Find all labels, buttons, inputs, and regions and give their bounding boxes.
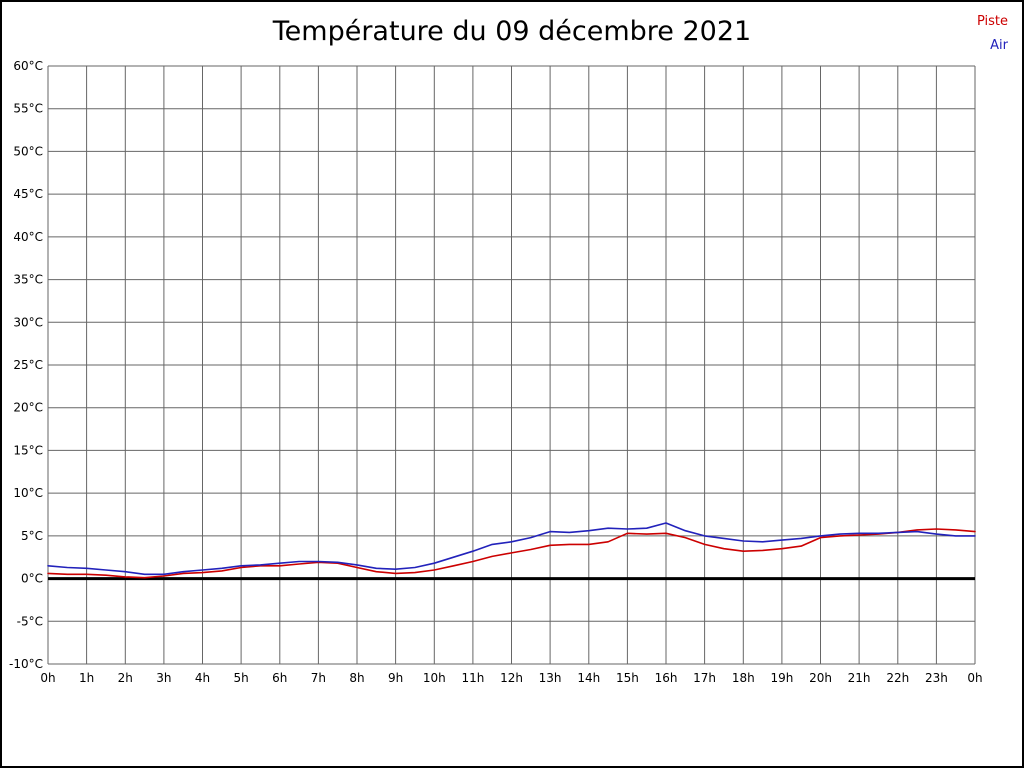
legend-item-air: Air <box>990 38 1008 53</box>
series-line-piste <box>47 528 976 579</box>
y-axis-tick-label: 0°C <box>21 572 43 586</box>
y-axis-tick-label: 50°C <box>13 144 43 158</box>
y-axis-tick-label: 45°C <box>13 187 43 201</box>
y-axis-tick-label: 20°C <box>13 401 43 415</box>
y-axis-tick-label: 25°C <box>13 358 43 372</box>
x-axis-tick-label: 3h <box>156 671 171 685</box>
x-axis-tick-label: 1h <box>79 671 94 685</box>
x-axis-tick-label: 0h <box>40 671 55 685</box>
x-axis-tick-label: 8h <box>349 671 364 685</box>
x-axis-tick-label: 6h <box>272 671 287 685</box>
y-axis-tick-label: 15°C <box>13 443 43 457</box>
y-axis-tick-label: 30°C <box>13 315 43 329</box>
y-axis-tick-label: -10°C <box>9 657 43 671</box>
x-axis-tick-label: 11h <box>461 671 484 685</box>
chart-title: Température du 09 décembre 2021 <box>272 16 752 47</box>
x-axis-tick-label: 5h <box>233 671 248 685</box>
y-axis-tick-label: 60°C <box>13 59 43 73</box>
x-axis-tick-label: 9h <box>388 671 403 685</box>
x-axis-tick-label: 23h <box>925 671 948 685</box>
legend: Piste Air <box>977 10 1008 58</box>
x-axis-tick-label: 15h <box>616 671 639 685</box>
y-axis-tick-label: 5°C <box>21 529 43 543</box>
x-axis-tick-label: 14h <box>577 671 600 685</box>
x-axis-tick-label: 0h <box>967 671 982 685</box>
x-axis-tick-label: 19h <box>770 671 793 685</box>
y-axis-tick-label: 10°C <box>13 486 43 500</box>
y-axis-tick-label: -5°C <box>17 614 43 628</box>
series-line-air <box>47 522 976 576</box>
x-axis-tick-label: 22h <box>886 671 909 685</box>
x-axis-tick-label: 12h <box>500 671 523 685</box>
x-axis-tick-label: 7h <box>311 671 326 685</box>
x-axis-tick-label: 21h <box>848 671 871 685</box>
x-axis-tick-label: 17h <box>693 671 716 685</box>
y-axis-tick-label: 40°C <box>13 230 43 244</box>
x-axis-tick-label: 16h <box>655 671 678 685</box>
y-axis-tick-label: 55°C <box>13 102 43 116</box>
x-axis-tick-label: 18h <box>732 671 755 685</box>
x-axis-tick-label: 4h <box>195 671 210 685</box>
legend-item-piste: Piste <box>976 14 1008 29</box>
x-axis-tick-label: 2h <box>118 671 133 685</box>
x-axis-tick-label: 13h <box>539 671 562 685</box>
x-axis-tick-label: 20h <box>809 671 832 685</box>
y-axis-tick-label: 35°C <box>13 273 43 287</box>
x-axis-tick-label: 10h <box>423 671 446 685</box>
